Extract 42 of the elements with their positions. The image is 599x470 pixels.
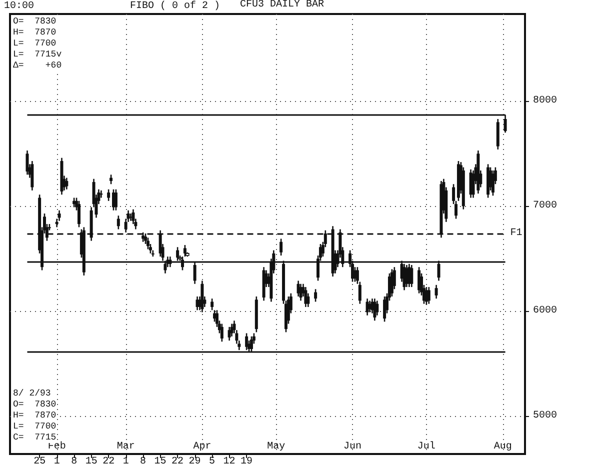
x-tick-label: 29 <box>188 456 201 468</box>
annotation: O= 7830 H= 7870 L= 7700 L= 7715v Δ= +60 <box>13 16 62 70</box>
candlestick <box>383 296 386 322</box>
annotation: 8/ 2/93 O= 7830 H= 7870 L= 7700 C= 7715 <box>13 388 56 442</box>
x-tick-label: 5 <box>209 456 216 468</box>
y-tick-label: 5000 <box>533 410 558 422</box>
candlestick <box>427 286 430 304</box>
candlestick <box>146 237 150 250</box>
candlestick <box>183 244 186 258</box>
candlestick <box>434 284 438 300</box>
x-tick-label: 8 <box>140 456 146 468</box>
x2-tick-label: Mar <box>116 442 135 452</box>
candlestick <box>228 326 231 342</box>
text: FIBO ( 0 of 2 ) <box>130 0 220 12</box>
x2-tick-label: Jul <box>417 440 436 452</box>
x-tick-label: 15 <box>85 456 98 468</box>
text: 10:00 <box>4 1 34 12</box>
candlestick <box>314 288 318 302</box>
candlestick <box>210 298 214 311</box>
x-tick-label: 12 <box>223 456 236 468</box>
candlestick <box>376 300 379 316</box>
y-tick-label: 8000 <box>533 96 558 107</box>
x2-tick-label: May <box>267 442 286 452</box>
y-tick-label: 7000 <box>533 200 558 212</box>
y-tick-label: 6000 <box>533 306 558 317</box>
x2-tick-label: Jun <box>344 442 362 452</box>
x-tick-label: 15 <box>154 456 166 468</box>
candlestick <box>280 238 283 256</box>
x-tick-label: 25 <box>34 456 46 468</box>
candlestick <box>410 264 414 288</box>
chart-title: CFU3 DAILY BAR <box>240 0 324 10</box>
ref-line-label: F1 <box>510 228 522 239</box>
candlestick <box>366 298 369 316</box>
candlestick <box>373 298 376 322</box>
x-tick-label: 22 <box>172 456 184 468</box>
x2-tick-label: Aug <box>494 442 512 452</box>
x2-tick-label: Apr <box>193 442 212 452</box>
candlestick <box>220 323 224 342</box>
candlestick <box>491 170 494 196</box>
x-tick-label: 19 <box>240 456 253 468</box>
x-tick-label: 22 <box>102 456 115 468</box>
x-tick-label: 8 <box>71 456 78 468</box>
